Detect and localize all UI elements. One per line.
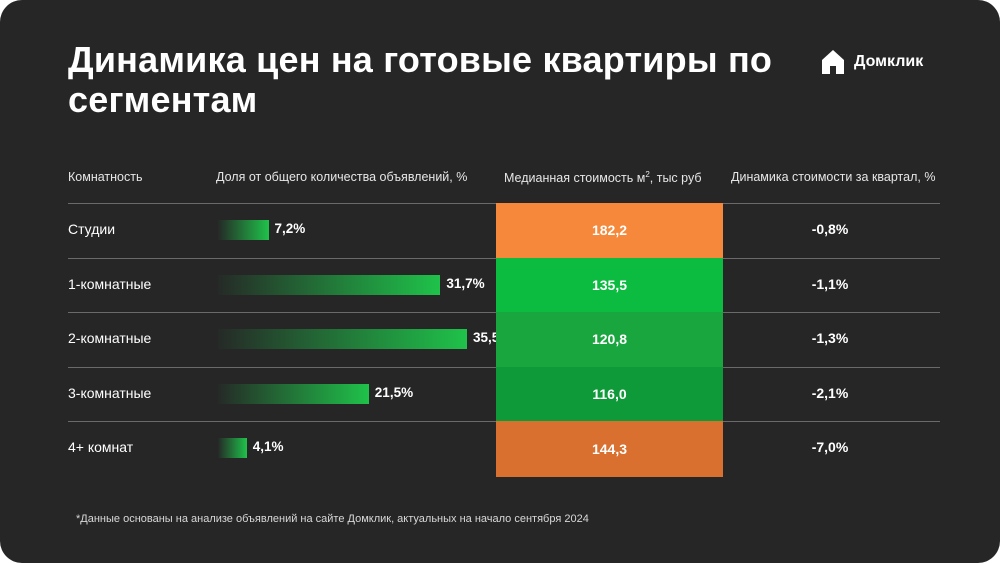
dynamics-value: -7,0% [811,439,849,456]
row-label: Студии [68,221,116,238]
row-label: 1-комнатные [68,275,152,292]
header-median-suffix: , тыс руб [649,171,702,186]
median-value: 182,2 [591,222,628,239]
header-median-sup: 2 [645,170,650,179]
brand-name: Домклик [854,53,924,70]
median-value: 144,3 [591,440,628,457]
dynamics-value: -0,8% [811,221,849,238]
median-cell: 116,0 [496,366,723,421]
brand-logo: Домклик [818,47,923,77]
median-cell: 144,3 [496,421,723,477]
header-rooms: Комнатность [68,170,143,184]
header-median-prefix: Медианная стоимость м [504,171,646,186]
header-share: Доля от общего количества объявлений, % [216,170,468,184]
row-label: 2-комнатные [68,330,152,347]
share-bar [218,329,467,350]
share-bar [218,274,441,295]
row-label: 3-комнатные [68,384,152,401]
median-cell: 182,2 [496,203,723,258]
footnote: *Данные основаны на анализе объявлений н… [76,513,589,525]
row-label: 4+ комнат [68,439,134,456]
page-title: Динамика цен на готовые квартиры по сегм… [68,39,773,120]
share-value: 4,1% [252,439,284,455]
share-value: 21,5% [374,384,414,400]
share-bar [218,220,269,241]
header-median: Медианная стоимость м2, тыс руб [504,170,702,185]
domclick-logo-icon [822,50,844,74]
share-value: 31,7% [446,275,485,291]
dynamics-value: -1,3% [811,330,849,347]
median-value: 116,0 [592,385,627,402]
median-value: 135,5 [591,276,628,293]
header-dynamics: Динамика стоимости за квартал, % [731,170,936,184]
median-cell: 135,5 [496,257,723,312]
median-cell: 120,8 [496,312,723,367]
share-bar [218,383,369,404]
share-value: 7,2% [274,221,306,237]
dynamics-value: -1,1% [811,275,849,292]
dynamics-value: -2,1% [811,384,849,401]
share-bar [218,438,247,459]
median-value: 120,8 [591,331,628,348]
